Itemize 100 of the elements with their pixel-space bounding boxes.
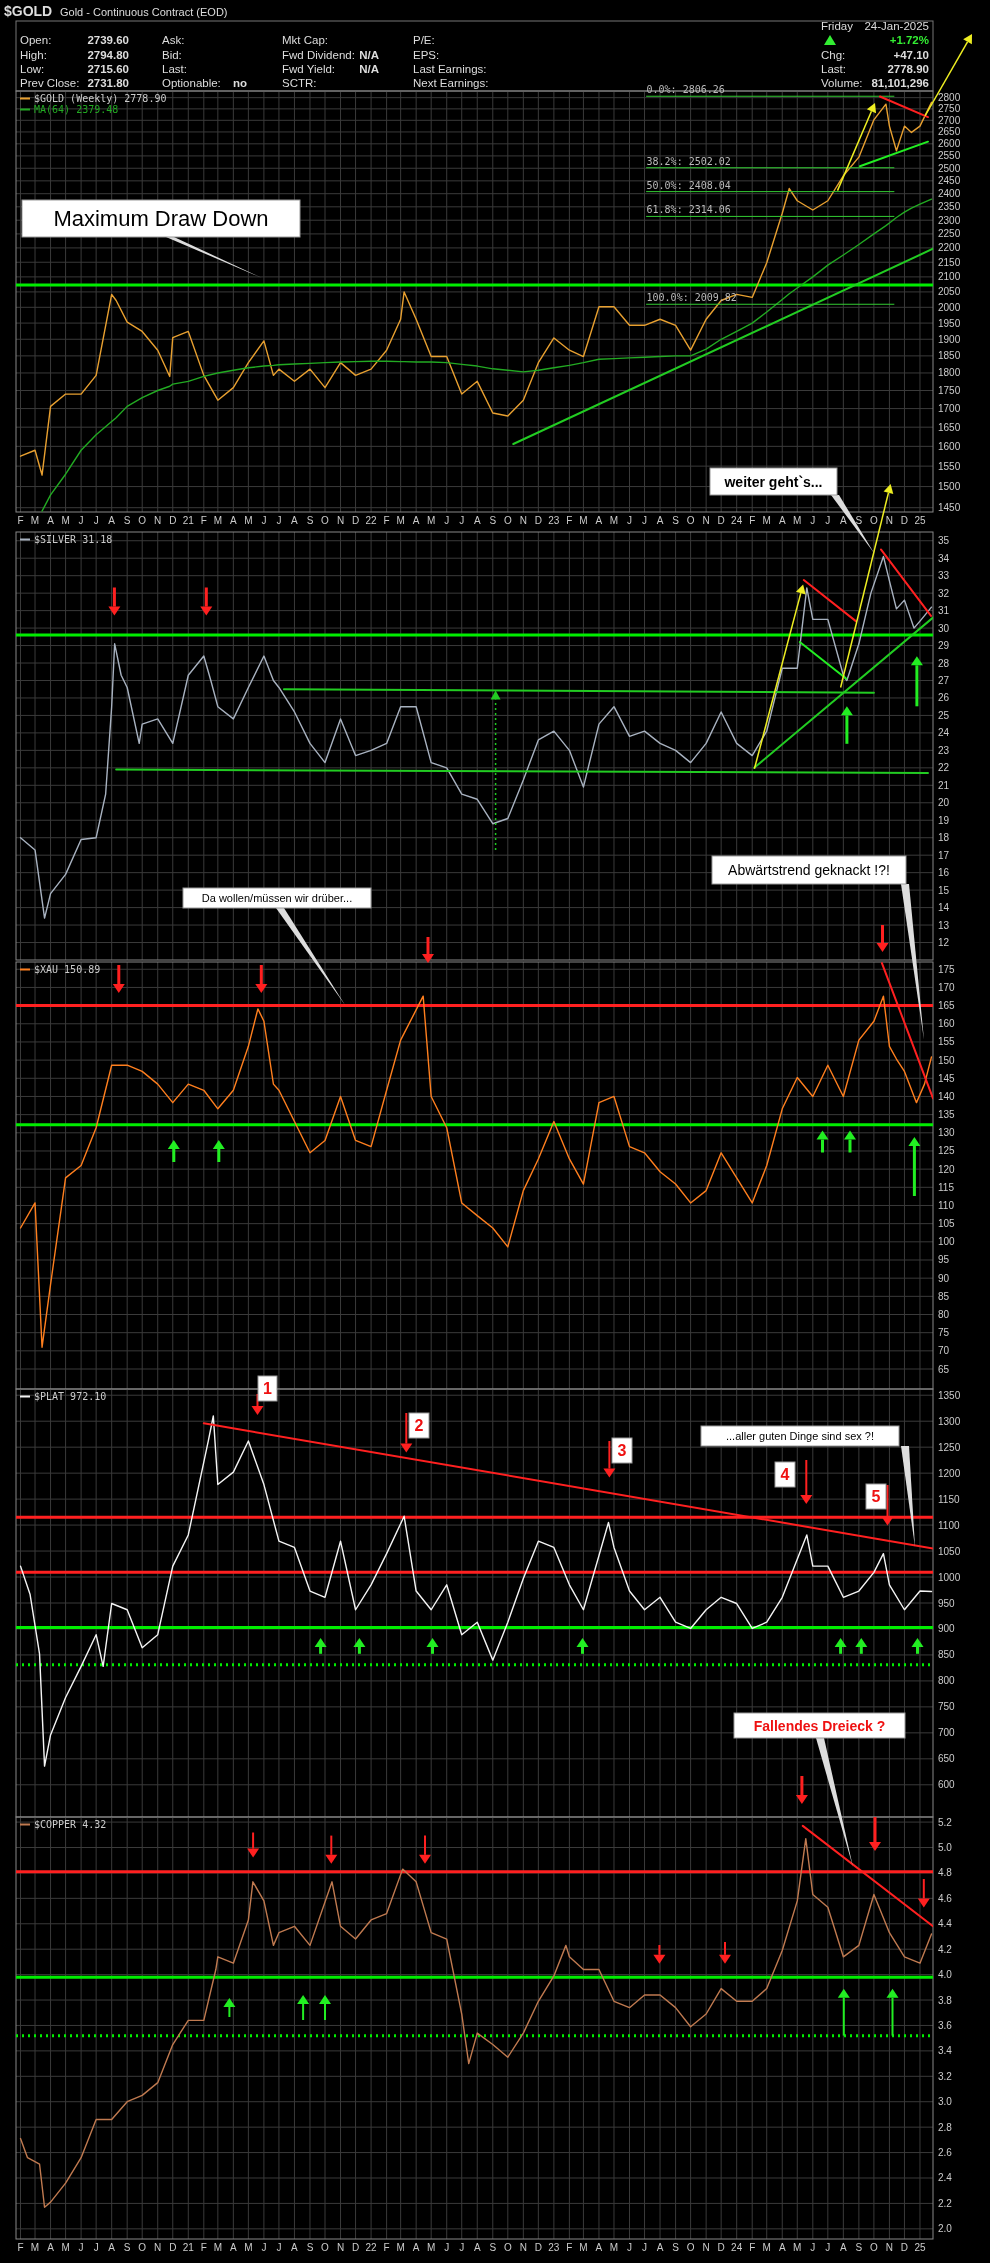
y-tick-label: 4.4: [938, 1918, 953, 1930]
y-tick-label: 19: [938, 814, 950, 826]
x-tick-label: O: [138, 515, 147, 526]
y-tick-label: 700: [938, 1727, 956, 1739]
x-tick-label: A: [656, 515, 664, 526]
x-tick-label: F: [17, 515, 24, 526]
text: N/A: [359, 49, 379, 61]
x-tick-label: M: [396, 515, 405, 526]
text: +47.10: [893, 49, 929, 61]
y-tick-label: 26: [938, 692, 950, 704]
x-tick-label: M: [579, 515, 588, 526]
x-tick-label: F: [200, 515, 207, 526]
text: 2739.60: [87, 34, 129, 46]
y-tick-label: 1850: [938, 350, 961, 362]
y-tick-label: 3.8: [938, 1994, 953, 2006]
y-tick-label: 14: [938, 902, 950, 914]
text: SCTR:: [282, 77, 317, 89]
y-tick-label: 140: [938, 1090, 956, 1102]
x-tick-label: N: [702, 2242, 710, 2253]
x-tick-label: A: [473, 515, 481, 526]
y-tick-label: 2.4: [938, 2172, 953, 2184]
y-tick-label: 1900: [938, 333, 961, 345]
y-tick-label: 32: [938, 587, 950, 599]
x-tick-label: A: [230, 515, 238, 526]
x-tick-label: 22: [365, 515, 378, 526]
x-tick-label: M: [579, 2242, 588, 2253]
y-tick-label: 130: [938, 1127, 956, 1139]
text: High:: [20, 49, 47, 61]
y-tick-label: 2000: [938, 301, 961, 313]
y-tick-label: 2500: [938, 162, 961, 174]
y-tick-label: 1300: [938, 1415, 961, 1427]
y-tick-label: 170: [938, 981, 956, 993]
x-tick-label: J: [627, 2242, 632, 2253]
y-tick-label: 1650: [938, 421, 961, 433]
x-tick-label: J: [825, 515, 831, 526]
x-tick-label: M: [609, 515, 619, 526]
x-tick-label: M: [427, 515, 436, 526]
y-tick-label: 900: [938, 1623, 956, 1635]
x-tick-label: F: [17, 2242, 24, 2253]
x-tick-label: J: [642, 515, 648, 526]
y-tick-label: 1350: [938, 1389, 961, 1401]
y-tick-label: 850: [938, 1649, 956, 1661]
x-tick-label: N: [336, 2242, 345, 2253]
x-tick-label: S: [123, 515, 131, 526]
y-tick-label: 33: [938, 570, 950, 582]
text: Last:: [821, 63, 846, 75]
x-tick-label: M: [213, 2242, 222, 2253]
x-tick-label: D: [900, 2242, 909, 2253]
legend-label: $GOLD (Weekly) 2778.90: [34, 93, 167, 104]
y-tick-label: 15: [938, 884, 950, 896]
x-tick-label: D: [534, 515, 542, 526]
x-tick-label: O: [686, 515, 695, 526]
x-tick-label: O: [686, 2242, 695, 2253]
y-tick-label: 20: [938, 797, 950, 809]
y-tick-label: 120: [938, 1163, 956, 1175]
annotation: weiter geht`s...: [723, 473, 823, 490]
x-tick-label: J: [459, 2242, 465, 2253]
y-tick-label: 950: [938, 1597, 956, 1609]
x-tick-label: A: [47, 515, 55, 526]
y-tick-label: 115: [938, 1181, 955, 1193]
y-tick-label: 650: [938, 1753, 956, 1765]
x-tick-label: 24: [731, 515, 743, 526]
x-tick-label: D: [534, 2242, 542, 2253]
x-tick-label: 25: [914, 515, 926, 526]
x-tick-label: F: [566, 2242, 573, 2253]
legend-label: $SILVER 31.18: [34, 534, 113, 545]
legend-label: $PLAT 972.10: [34, 1391, 107, 1402]
text: P/E:: [413, 34, 435, 46]
x-tick-label: N: [154, 515, 162, 526]
y-tick-label: 12: [938, 937, 950, 949]
y-tick-label: 4.0: [938, 1969, 953, 1981]
y-tick-label: 150: [938, 1054, 956, 1066]
y-tick-label: 22: [938, 762, 950, 774]
y-tick-label: 1800: [938, 367, 961, 379]
series-label: 61.8%: 2314.06: [646, 204, 731, 216]
y-tick-label: 165: [938, 1000, 956, 1012]
y-tick-label: 2350: [938, 201, 961, 213]
x-tick-label: N: [885, 515, 894, 526]
y-tick-label: 105: [938, 1218, 956, 1230]
y-tick-label: 70: [938, 1345, 950, 1357]
y-tick-label: 2.2: [938, 2197, 953, 2209]
x-tick-label: F: [200, 2242, 207, 2253]
x-tick-label: N: [885, 2242, 894, 2253]
y-tick-label: 135: [938, 1109, 956, 1121]
text: Volume:: [821, 77, 863, 89]
y-tick-label: 3.0: [938, 2096, 953, 2108]
y-tick-label: 95: [938, 1254, 950, 1266]
x-tick-label: F: [383, 515, 390, 526]
y-tick-label: 2750: [938, 103, 961, 115]
x-tick-label: 24: [731, 2242, 743, 2253]
y-tick-label: 2800: [938, 92, 961, 104]
y-tick-label: 1750: [938, 385, 961, 397]
y-tick-label: 28: [938, 657, 950, 669]
x-tick-label: S: [672, 515, 680, 526]
x-tick-label: D: [717, 515, 725, 526]
text: EPS:: [413, 49, 440, 61]
x-tick-label: J: [627, 515, 632, 526]
x-tick-label: 25: [914, 2242, 926, 2253]
x-tick-label: J: [642, 2242, 648, 2253]
y-tick-label: 18: [938, 832, 950, 844]
